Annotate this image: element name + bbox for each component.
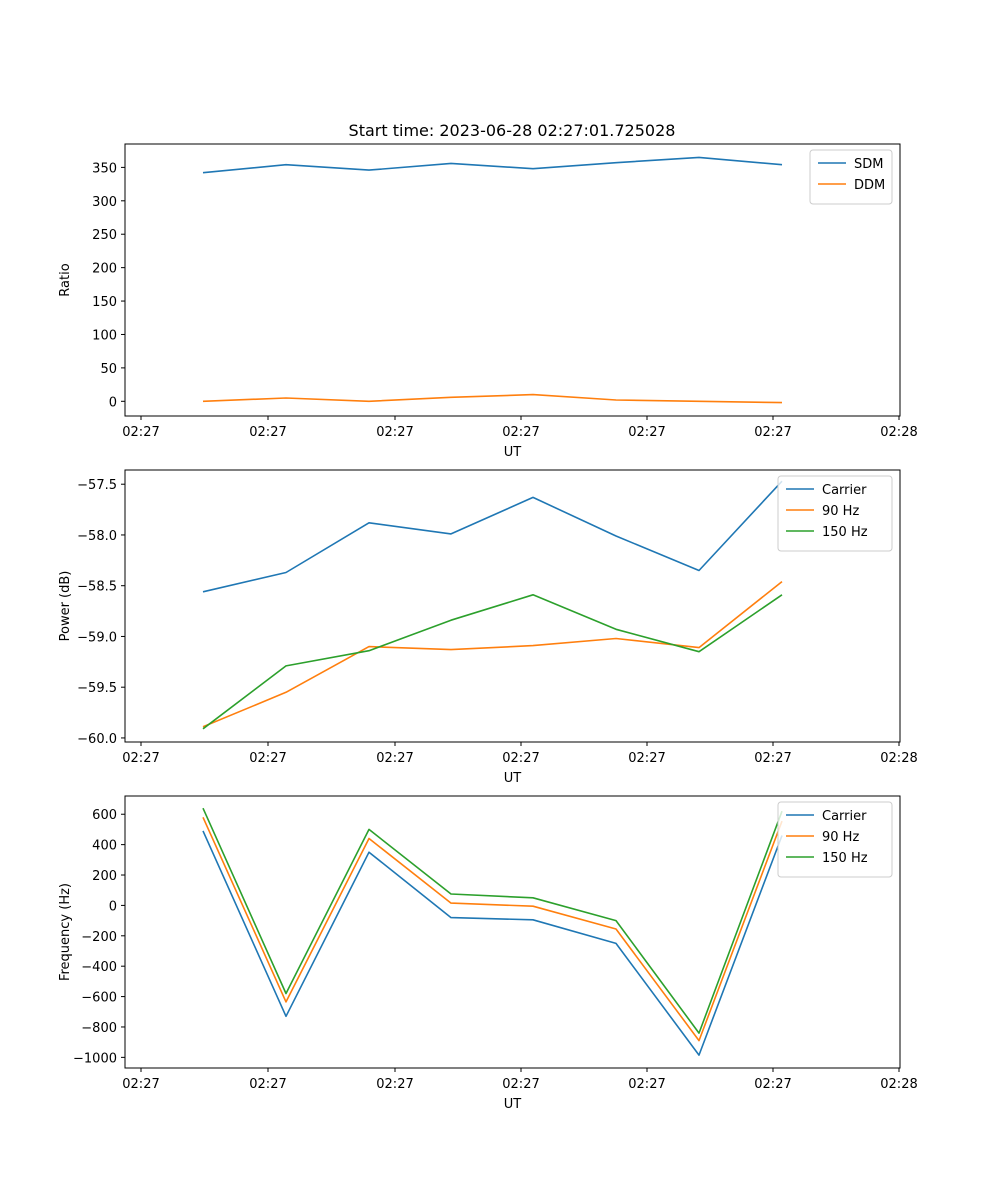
y-tick-label: −400: [81, 960, 117, 975]
x-tick-label: 02:27: [754, 1077, 791, 1092]
x-tick-label: 02:27: [502, 751, 539, 766]
x-axis-label: UT: [504, 1097, 522, 1112]
x-tick-label: 02:27: [122, 1077, 159, 1092]
y-tick-label: −57.5: [77, 478, 117, 493]
legend-entry: 150 Hz: [822, 525, 868, 540]
axes-frame: [124, 795, 901, 1069]
x-axis-label: UT: [504, 771, 522, 786]
y-axis-label: Power (dB): [58, 571, 73, 642]
x-tick-label: 02:27: [502, 1077, 539, 1092]
chart-panel-3: 02:27 02:27 02:27 02:27 02:27 02:27 02:28 −1000…: [58, 795, 918, 1112]
series-line-150-hz: [202, 593, 783, 730]
figure-title: Start time: 2023-06-28 02:27:01.725028: [349, 121, 676, 140]
y-tick-label: −600: [81, 991, 117, 1006]
legend: Carrier 90 Hz 150 Hz: [777, 475, 893, 552]
x-tick-label: 02:27: [376, 1077, 413, 1092]
chart-panel-1: 02:27 02:27 02:27 02:27 02:27 02:27 02:28 0 50 10…: [58, 143, 918, 460]
y-tick-label: 50: [100, 362, 117, 377]
x-tick-label: 02:27: [122, 751, 159, 766]
x-tick-label: 02:27: [502, 425, 539, 440]
x-tick-label: 02:27: [628, 1077, 665, 1092]
y-axis-label: Ratio: [58, 263, 73, 296]
legend-entry: 150 Hz: [822, 851, 868, 866]
series-line-carrier: [202, 480, 783, 593]
series-line-carrier: [202, 830, 783, 1056]
series-line-ddm: [202, 393, 783, 404]
x-tick-label: 02:27: [376, 751, 413, 766]
x-tick-label: 02:28: [880, 751, 917, 766]
axes-frame: [124, 469, 901, 743]
legend-entry: 90 Hz: [822, 830, 859, 845]
y-tick-label: −1000: [73, 1051, 117, 1066]
y-tick-label: 350: [92, 161, 117, 176]
x-tick-label: 02:27: [249, 425, 286, 440]
x-tick-label: 02:27: [628, 425, 665, 440]
y-tick-label: 100: [92, 328, 117, 343]
x-tick-label: 02:27: [249, 751, 286, 766]
y-tick-label: 150: [92, 295, 117, 310]
legend-entry: SDM: [854, 157, 883, 172]
y-tick-label: 250: [92, 228, 117, 243]
x-tick-label: 02:27: [754, 751, 791, 766]
x-tick-label: 02:27: [122, 425, 159, 440]
x-tick-label: 02:28: [880, 425, 917, 440]
y-tick-label: −60.0: [77, 732, 117, 747]
series-line-90-hz: [202, 816, 783, 1042]
y-tick-label: −58.0: [77, 529, 117, 544]
legend-entry: Carrier: [822, 809, 867, 824]
y-tick-label: −59.0: [77, 630, 117, 645]
x-tick-label: 02:27: [249, 1077, 286, 1092]
series-line-90-hz: [202, 580, 783, 728]
legend-box: [777, 475, 893, 552]
y-tick-label: 200: [92, 869, 117, 884]
y-tick-label: −800: [81, 1021, 117, 1036]
series-line-sdm: [202, 156, 783, 174]
y-tick-label: 600: [92, 808, 117, 823]
series-line-150-hz: [202, 807, 783, 1034]
x-tick-label: 02:27: [628, 751, 665, 766]
y-tick-label: 200: [92, 262, 117, 277]
legend: SDM DDM: [809, 149, 893, 205]
x-tick-label: 02:28: [880, 1077, 917, 1092]
y-tick-label: 0: [109, 395, 117, 410]
legend: Carrier 90 Hz 150 Hz: [777, 801, 893, 878]
y-tick-label: −200: [81, 930, 117, 945]
x-tick-label: 02:27: [754, 425, 791, 440]
legend-entry: DDM: [854, 178, 885, 193]
legend-entry: 90 Hz: [822, 504, 859, 519]
y-tick-label: 300: [92, 195, 117, 210]
y-tick-label: −59.5: [77, 681, 117, 696]
y-tick-label: 400: [92, 839, 117, 854]
y-tick-label: 0: [109, 899, 117, 914]
axes-frame: [124, 143, 901, 417]
chart-panel-2: 02:27 02:27 02:27 02:27 02:27 02:27 02:28 −60.0…: [58, 469, 918, 786]
y-tick-label: −58.5: [77, 580, 117, 595]
y-axis-label: Frequency (Hz): [58, 883, 73, 981]
x-axis-label: UT: [504, 445, 522, 460]
legend-box: [777, 801, 893, 878]
legend-entry: Carrier: [822, 483, 867, 498]
x-tick-label: 02:27: [376, 425, 413, 440]
